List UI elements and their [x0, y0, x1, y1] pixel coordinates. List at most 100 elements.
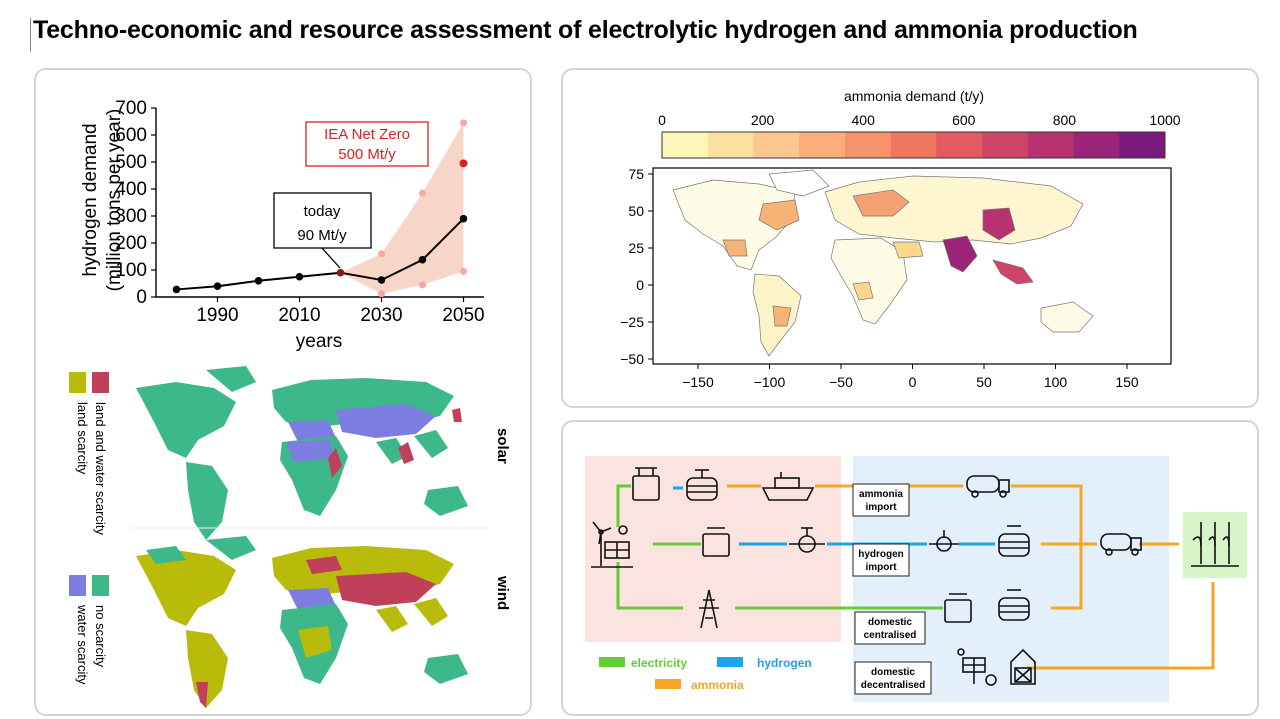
- demand-point: [459, 214, 468, 223]
- flow-legend: electricity hydrogen ammonia: [599, 656, 812, 692]
- supply-chain-panel: ammonia import hydrogen import domestic …: [561, 420, 1259, 716]
- electrolyser-icon-low: [944, 593, 972, 623]
- colorbar-segment: [707, 132, 754, 158]
- electricity-lines: [616, 484, 943, 610]
- title-cursor-bar: [30, 18, 31, 52]
- y-tick-label: 200: [115, 233, 147, 254]
- ammonia-demand-map-panel: ammonia demand (t/y) 0 200 400 600 800 1000 7…: [561, 68, 1259, 408]
- wind-scarcity-map: [136, 536, 468, 708]
- ammonia-demand-map-canvas: ammonia demand (t/y) 0 200 400 600 800 1000 7…: [620, 88, 1181, 390]
- map-y-tick-label: −50: [620, 351, 644, 367]
- colorbar: [662, 132, 1166, 158]
- map-x-tick-label: −50: [829, 374, 853, 390]
- y-tick-label: 500: [115, 152, 147, 173]
- legend-hydrogen-label: hydrogen: [757, 656, 812, 670]
- x-axis-label: years: [296, 331, 342, 352]
- hydrogen-import-label-line2: import: [865, 562, 897, 573]
- iea-annotation-line1: IEA Net Zero: [324, 126, 410, 143]
- iea-annotation-line2: 500 Mt/y: [338, 146, 396, 163]
- x-ticks: 1990 2010 2030 2050: [196, 297, 485, 326]
- demand-point: [295, 272, 304, 281]
- colorbar-segment: [1027, 132, 1075, 158]
- legend-hydrogen-swatch: [717, 657, 743, 667]
- no-scarcity-swatch: [92, 575, 109, 596]
- domestic-decentralised-label-line2: decentralised: [861, 680, 925, 691]
- truck-icon-top: [966, 475, 1010, 498]
- colorbar-label: ammonia demand (t/y): [844, 88, 984, 104]
- x-tick-label: 2010: [278, 305, 320, 326]
- pipeline-valve-icon-2: [929, 530, 959, 552]
- ammonia-import-label: ammonia import: [852, 483, 910, 517]
- y-tick-label: 100: [115, 260, 147, 281]
- colorbar-segment: [662, 132, 709, 158]
- band-lower-point: [378, 290, 385, 298]
- page-title: Techno-economic and resource assessment …: [33, 16, 1138, 44]
- solar-label: solar: [494, 428, 511, 464]
- legend-ammonia-label: ammonia: [691, 678, 744, 692]
- left-panel: 0 100 200 300 400 500 600 700 1990 2010 2030 2050 …: [34, 68, 532, 716]
- today-annotation-pointer: [321, 247, 341, 269]
- scarcity-legend: land and water scarcity land scarcity no…: [69, 372, 109, 685]
- solar-panel-lightbulb-icon: [957, 648, 997, 686]
- domestic-decentralised-label: domestic decentralised: [854, 661, 932, 695]
- water-scarcity-swatch: [69, 575, 86, 596]
- y-tick-label: 300: [115, 206, 147, 227]
- domestic-centralised-label: domestic centralised: [854, 611, 926, 645]
- demand-point: [336, 268, 345, 277]
- legend-ammonia-swatch: [655, 679, 681, 689]
- ammonia-import-label-line1: ammonia: [859, 489, 903, 500]
- land-water-scarcity-swatch: [92, 372, 109, 393]
- colorbar-segment: [753, 132, 800, 158]
- demand-point: [254, 277, 263, 285]
- map-y-tick-label: 0: [636, 277, 644, 293]
- y-tick-label: 600: [115, 125, 147, 146]
- y-axis-label-units: (million tons per year): [104, 109, 125, 292]
- map-y-tick-label: 50: [628, 203, 644, 219]
- map-x-tick-label: 50: [976, 374, 992, 390]
- map-x-tick-label: 0: [909, 374, 917, 390]
- iea-uncertainty-band: [340, 122, 464, 294]
- supply-chain-canvas: ammonia import hydrogen import domestic …: [585, 456, 1247, 702]
- colorbar-tick-label: 0: [658, 112, 666, 128]
- map-y-tick-label: 25: [628, 240, 644, 256]
- pipeline-valve-icon: [789, 527, 825, 553]
- colorbar-segment: [936, 132, 983, 158]
- world-map-landmasses: [672, 169, 1094, 357]
- band-points: [378, 119, 467, 298]
- colorbar-segment: [844, 132, 892, 158]
- electrolyser-icon-mid: [702, 527, 730, 557]
- y-axis-label: hydrogen demand: [80, 123, 101, 276]
- demand-point: [418, 255, 427, 264]
- colorbar-segment: [890, 132, 937, 158]
- transmission-tower-icon: [699, 589, 719, 629]
- colorbar-ticks: 0 200 400 600 800 1000: [658, 112, 1181, 128]
- today-annotation-line2: 90 Mt/y: [297, 227, 347, 244]
- crop-icon: [1191, 522, 1239, 567]
- demand-series-line: [176, 217, 465, 291]
- y-ticks: 0 100 200 300 400 500 600 700: [115, 98, 156, 308]
- legend-land-scarcity: land scarcity: [75, 402, 90, 475]
- solar-scarcity-map: [136, 366, 468, 540]
- colorbar-tick-label: 200: [751, 112, 775, 128]
- legend-no-scarcity: no scarcity: [93, 605, 108, 668]
- map-x-tick-label: 100: [1044, 374, 1068, 390]
- band-upper-point: [378, 250, 385, 258]
- band-upper-point: [460, 119, 467, 127]
- domestic-decentralised-label-line1: domestic: [871, 667, 915, 678]
- map-x-tick-label: −100: [754, 374, 786, 390]
- map-y-ticks: 75 50 25 0 −25 −50: [620, 166, 653, 367]
- band-lower-point: [419, 281, 426, 289]
- x-tick-label: 2050: [442, 305, 484, 326]
- land-scarcity-swatch: [69, 372, 86, 393]
- legend-electricity-label: electricity: [631, 656, 687, 670]
- domestic-centralised-label-line1: domestic: [868, 617, 912, 628]
- demand-series-points: [172, 214, 468, 294]
- domestic-centralised-label-line2: centralised: [864, 630, 917, 641]
- domestic-production-zone: [585, 456, 841, 642]
- colorbar-tick-label: 400: [852, 112, 876, 128]
- map-y-tick-label: −25: [620, 314, 644, 330]
- x-tick-label: 2030: [360, 305, 402, 326]
- x-tick-label: 1990: [196, 305, 238, 326]
- y-tick-label: 400: [115, 179, 147, 200]
